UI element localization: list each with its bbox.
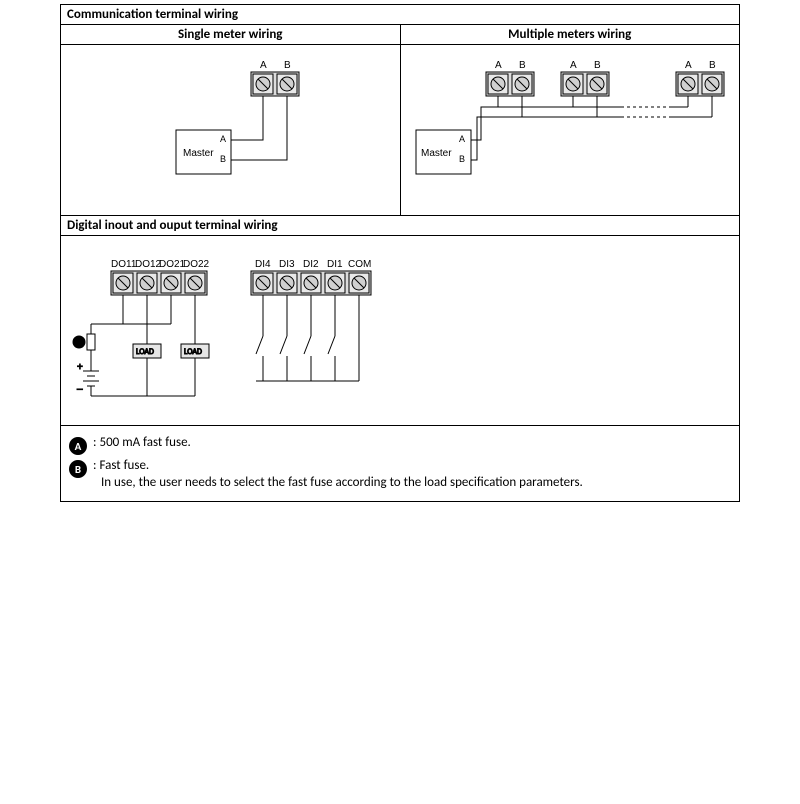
- svg-text:B: B: [594, 60, 601, 71]
- multi-meter-header: Multiple meters wiring: [401, 25, 740, 45]
- svg-text:B: B: [709, 60, 716, 71]
- svg-text:DO11: DO11: [111, 259, 137, 270]
- note-B-text1: Fast fuse.: [99, 458, 149, 473]
- di-wiring: [256, 295, 359, 381]
- svg-text:+: +: [77, 362, 83, 373]
- single-meter-cell: Single meter wiring A B: [61, 25, 401, 215]
- svg-text:DO12: DO12: [135, 259, 162, 270]
- section1-title: Communication terminal wiring: [61, 5, 739, 25]
- comm-wiring-row: Single meter wiring A B: [61, 25, 739, 216]
- badge-B: B: [69, 460, 87, 478]
- multi-meter-cell: Multiple meters wiring: [401, 25, 740, 215]
- svg-text:DI4: DI4: [255, 259, 271, 270]
- svg-text:A: A: [685, 60, 692, 71]
- svg-text:A: A: [570, 60, 577, 71]
- single-wires: [231, 96, 287, 160]
- fuse-B-marker: B: [76, 339, 81, 349]
- svg-text:Master: Master: [421, 148, 452, 159]
- svg-text:LOAD: LOAD: [184, 347, 202, 357]
- note-A-text: 500 mA fast fuse.: [99, 435, 190, 450]
- label-A: A: [260, 60, 267, 71]
- badge-A: A: [69, 437, 87, 455]
- svg-text:DI3: DI3: [279, 259, 295, 270]
- single-meter-diagram: A B Master A B: [61, 45, 400, 215]
- single-meter-header: Single meter wiring: [61, 25, 400, 45]
- svg-text:A: A: [495, 60, 502, 71]
- svg-text:LOAD: LOAD: [136, 347, 154, 357]
- label-B: B: [284, 60, 291, 71]
- section2-title: Digital inout and ouput terminal wiring: [61, 216, 739, 236]
- label-master-B: B: [220, 154, 226, 164]
- notes-section: A :500 mA fast fuse. B :Fast fuse. In us…: [61, 426, 739, 501]
- multi-meter-svg: A B A B: [401, 45, 737, 215]
- wiring-table: Communication terminal wiring Single met…: [60, 4, 740, 502]
- svg-text:COM: COM: [348, 259, 371, 270]
- label-master: Master: [183, 148, 214, 159]
- label-master-A: A: [220, 134, 226, 144]
- do-block: DO11 DO12 DO21 DO22: [111, 259, 210, 295]
- note-A: A :500 mA fast fuse.: [69, 435, 731, 455]
- svg-text:A: A: [459, 134, 465, 144]
- do-wiring: B + – LOAD LOAD: [73, 295, 209, 396]
- io-diagram: DO11 DO12 DO21 DO22 B: [61, 236, 739, 426]
- svg-text:B: B: [459, 154, 465, 164]
- terminal-block: A B: [251, 60, 299, 96]
- svg-text:DI2: DI2: [303, 259, 319, 270]
- note-B-text2: In use, the user needs to select the fas…: [101, 475, 583, 490]
- svg-text:B: B: [519, 60, 526, 71]
- multi-master: Master A B: [416, 130, 471, 174]
- term-group: A B A B: [486, 60, 724, 96]
- single-meter-svg: A B Master A B: [61, 45, 397, 215]
- svg-text:–: –: [77, 384, 83, 395]
- multi-meter-diagram: A B A B: [401, 45, 740, 215]
- di-block: DI4 DI3 DI2 DI1 COM: [251, 259, 371, 295]
- io-svg: DO11 DO12 DO21 DO22 B: [61, 236, 737, 426]
- master-box: Master A B: [176, 130, 231, 174]
- svg-text:DO21: DO21: [159, 259, 186, 270]
- note-B: B :Fast fuse. In use, the user needs to …: [69, 458, 731, 492]
- svg-text:DO22: DO22: [183, 259, 210, 270]
- multi-wires: [471, 96, 712, 160]
- svg-text:DI1: DI1: [327, 259, 343, 270]
